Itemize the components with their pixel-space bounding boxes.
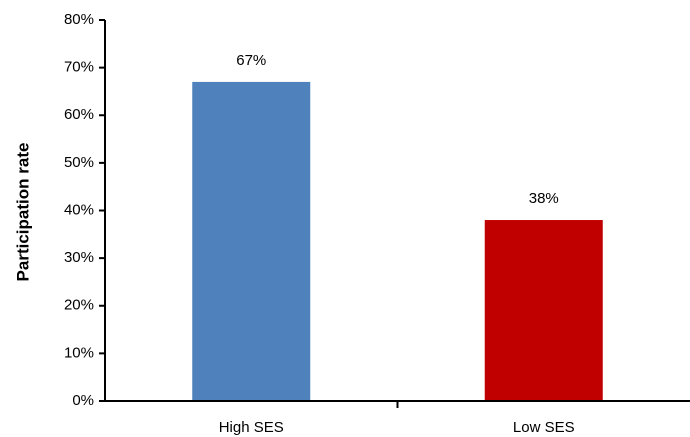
y-tick-label: 60% bbox=[64, 106, 94, 123]
data-label: 38% bbox=[529, 190, 559, 207]
y-tick-label: 40% bbox=[64, 201, 94, 218]
y-tick-label: 80% bbox=[64, 11, 94, 28]
y-tick-label: 20% bbox=[64, 297, 94, 314]
data-label: 67% bbox=[236, 52, 266, 69]
y-tick-label: 30% bbox=[64, 249, 94, 266]
x-tick-label: Low SES bbox=[513, 419, 575, 436]
y-axis-title: Participation rate bbox=[13, 143, 32, 282]
y-tick-label: 10% bbox=[64, 344, 94, 361]
y-tick-label: 50% bbox=[64, 154, 94, 171]
bar-high-ses bbox=[192, 81, 311, 401]
y-tick-label: 70% bbox=[64, 59, 94, 76]
bar-low-ses bbox=[484, 220, 603, 401]
x-axis-ticks: High SES Low SES bbox=[219, 401, 575, 436]
y-tick-label: 0% bbox=[72, 392, 94, 409]
bars: 67% 38% bbox=[192, 52, 603, 401]
x-tick-label: High SES bbox=[219, 419, 284, 436]
y-axis-ticks: 0% 10% 20% 30% 40% 50% 60% 70% 80% bbox=[64, 11, 105, 409]
